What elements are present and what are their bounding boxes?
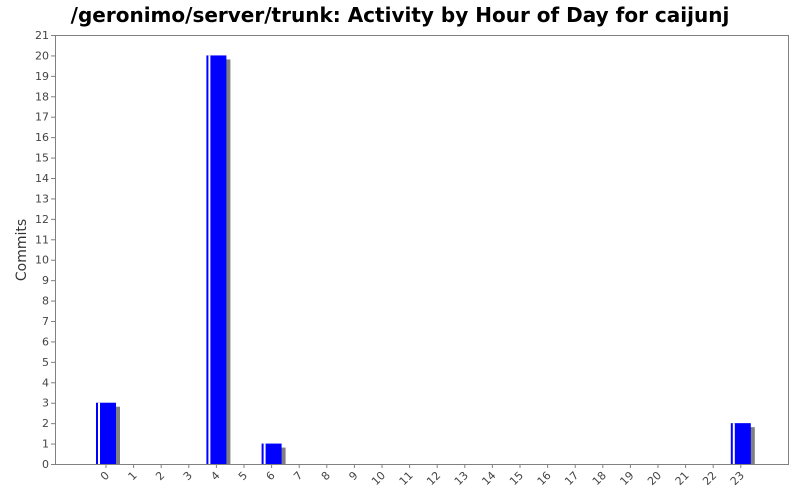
- bars: [96, 55, 755, 465]
- bar-highlight: [263, 443, 266, 464]
- y-tick-label: 11: [35, 233, 49, 246]
- y-tick-label: 7: [42, 315, 49, 328]
- x-tick-label: 2: [153, 469, 167, 483]
- x-tick-label: 21: [673, 469, 692, 488]
- x-tick-label: 9: [346, 469, 360, 483]
- y-tick-label: 21: [35, 29, 49, 42]
- y-tick-label: 2: [42, 417, 49, 430]
- y-tick-label: 17: [35, 111, 49, 124]
- y-tick-label: 3: [42, 397, 49, 410]
- x-tick-label: 3: [181, 469, 195, 483]
- x-tick-label: 15: [507, 469, 526, 488]
- x-tick-label: 19: [617, 469, 636, 488]
- y-tick-label: 5: [42, 356, 49, 369]
- x-tick-label: 6: [264, 469, 278, 483]
- x-tick-label: 18: [590, 469, 609, 488]
- y-tick-label: 8: [42, 295, 49, 308]
- x-tick-label: 14: [479, 469, 498, 488]
- x-tick-label: 16: [535, 469, 554, 488]
- x-tick-label: 5: [236, 469, 250, 483]
- y-tick-label: 12: [35, 213, 49, 226]
- y-tick-label: 10: [35, 254, 49, 267]
- x-tick-label: 0: [98, 469, 112, 483]
- bar-highlight: [732, 423, 735, 464]
- bar-highlight: [98, 402, 100, 464]
- x-tick-label: 23: [728, 469, 747, 488]
- y-tick-label: 20: [35, 49, 49, 62]
- y-axis-label: Commits: [14, 219, 30, 281]
- x-tick-label: 10: [369, 469, 388, 488]
- bar: [96, 402, 116, 464]
- x-tick-label: 7: [291, 469, 305, 483]
- y-tick-label: 0: [42, 458, 49, 471]
- y-tick-label: 15: [35, 152, 49, 165]
- x-tick-label: 13: [452, 469, 471, 488]
- y-tick-label: 19: [35, 70, 49, 83]
- x-tick-label: 17: [562, 469, 581, 488]
- x-tick-label: 20: [645, 469, 664, 488]
- chart-title: /geronimo/server/trunk: Activity by Hour…: [70, 3, 730, 27]
- y-tick-label: 14: [35, 172, 49, 185]
- x-tick-label: 8: [319, 469, 333, 483]
- y-tick-label: 16: [35, 131, 49, 144]
- plot-area: [55, 35, 789, 465]
- x-tick-label: 4: [208, 469, 222, 483]
- x-tick-label: 12: [424, 469, 443, 488]
- bar-highlight: [208, 55, 211, 465]
- x-tick-label: 11: [397, 469, 416, 488]
- y-tick-label: 6: [42, 335, 49, 348]
- y-tick-label: 18: [35, 90, 49, 103]
- y-tick-label: 13: [35, 192, 49, 205]
- x-tick-label: 1: [126, 469, 140, 483]
- y-tick-label: 9: [42, 274, 49, 287]
- bar: [730, 423, 751, 464]
- bar: [261, 443, 282, 464]
- y-tick-label: 1: [42, 438, 49, 451]
- bar: [206, 55, 227, 465]
- x-tick-label: 22: [700, 469, 719, 488]
- y-tick-label: 4: [42, 376, 49, 389]
- x-axis: 0 1 2 3 4 5 6 7 8 9 10 11 12 13 14 15 16 17 18 19 20 21 22 23: [98, 464, 747, 488]
